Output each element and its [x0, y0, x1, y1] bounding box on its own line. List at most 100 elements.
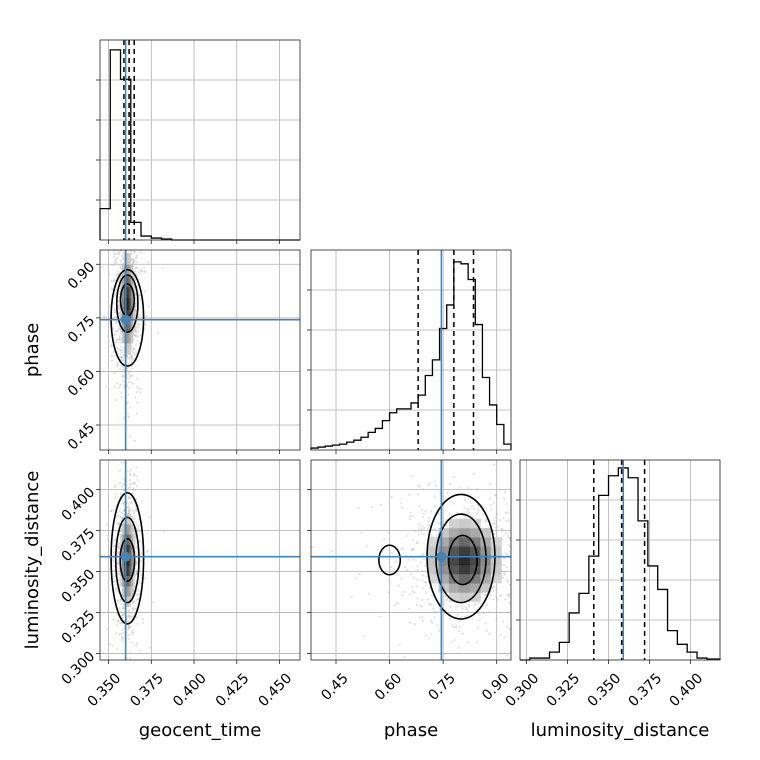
- sample-point: [529, 551, 531, 553]
- sample-point: [131, 608, 134, 612]
- sample-point: [127, 366, 130, 370]
- sample-point: [129, 482, 132, 485]
- sample-point: [540, 548, 542, 550]
- density-cell: [128, 286, 132, 299]
- sample-point: [489, 482, 492, 485]
- contour-level-1: [115, 274, 139, 333]
- sample-point: [128, 472, 132, 476]
- sample-point: [122, 692, 124, 694]
- sample-point: [115, 288, 118, 292]
- sample-point: [144, 270, 147, 273]
- sample-point: [390, 551, 393, 554]
- sample-point: [463, 615, 467, 619]
- density-cell: [126, 513, 129, 525]
- sample-point: [119, 622, 123, 625]
- sample-point: [147, 305, 150, 308]
- sample-point: [117, 547, 120, 550]
- sample-point: [476, 509, 479, 512]
- sample-point: [424, 564, 427, 568]
- sample-point: [119, 598, 122, 602]
- sample-point: [505, 519, 508, 522]
- sample-point: [506, 553, 509, 556]
- sample-point: [116, 566, 119, 569]
- density-cell: [121, 523, 125, 535]
- sample-point: [490, 509, 493, 512]
- sample-point: [466, 486, 470, 490]
- sample-point: [400, 547, 403, 551]
- sample-point: [427, 525, 430, 528]
- sample-point: [112, 558, 115, 561]
- density-cell: [132, 575, 136, 587]
- sample-point: [122, 483, 126, 486]
- sample-point: [129, 651, 132, 654]
- sample-point: [134, 607, 138, 610]
- sample-point: [119, 529, 123, 532]
- sample-point: [136, 385, 139, 388]
- sample-point: [467, 511, 470, 514]
- sample-point: [118, 338, 121, 341]
- sample-point: [118, 340, 121, 343]
- sample-point: [110, 355, 114, 358]
- sample-point: [134, 517, 137, 521]
- sample-point: [402, 546, 405, 549]
- density-cell: [459, 592, 471, 602]
- sample-point: [137, 243, 139, 245]
- sample-point: [114, 310, 117, 313]
- sample-point: [127, 372, 130, 375]
- sample-point: [121, 614, 125, 617]
- sample-point: [133, 348, 136, 351]
- sample-point: [130, 244, 132, 246]
- sample-point: [135, 265, 138, 268]
- sample-point: [108, 577, 111, 580]
- sample-point: [128, 226, 130, 228]
- sample-point: [130, 223, 132, 225]
- sample-point: [426, 598, 430, 601]
- density-cell: [130, 297, 134, 310]
- density-cell: [480, 582, 492, 593]
- sample-point: [476, 626, 480, 629]
- panel-frame: [310, 249, 512, 451]
- sample-point: [131, 248, 133, 250]
- sample-point: [463, 511, 466, 514]
- sample-point: [133, 260, 136, 263]
- sample-point: [112, 350, 115, 353]
- sample-point: [131, 481, 134, 485]
- sample-point: [114, 493, 117, 496]
- sample-point: [115, 623, 118, 627]
- sample-point: [135, 256, 138, 259]
- sample-point: [135, 267, 139, 270]
- sample-point: [458, 626, 461, 629]
- sample-point: [139, 269, 143, 273]
- density-content: [100, 222, 300, 450]
- sample-point: [562, 674, 564, 676]
- sample-point: [134, 560, 138, 564]
- sample-point: [131, 367, 134, 370]
- sample-point: [417, 527, 421, 530]
- sample-point: [138, 294, 141, 297]
- sample-point: [117, 222, 119, 224]
- sample-point: [116, 550, 119, 554]
- sample-point: [475, 641, 478, 644]
- sample-point: [504, 532, 507, 535]
- sample-point: [120, 332, 123, 335]
- sample-point: [122, 606, 125, 609]
- density-cell: [119, 554, 123, 566]
- sample-point: [132, 247, 134, 249]
- sample-point: [117, 270, 120, 273]
- sample-point: [118, 633, 121, 636]
- sample-point: [122, 607, 125, 610]
- sample-point: [467, 603, 471, 606]
- sample-point: [114, 321, 117, 324]
- sample-point: [424, 581, 428, 584]
- density-cell: [121, 297, 125, 310]
- sample-point: [128, 416, 131, 419]
- sample-point: [130, 630, 133, 634]
- contour-level-0: [110, 491, 145, 625]
- sample-point: [506, 534, 509, 537]
- sample-point: [140, 500, 144, 503]
- sample-point: [137, 589, 140, 592]
- sample-point: [433, 480, 436, 483]
- sample-point: [121, 356, 124, 359]
- sample-point: [451, 623, 454, 626]
- sample-point: [408, 558, 411, 561]
